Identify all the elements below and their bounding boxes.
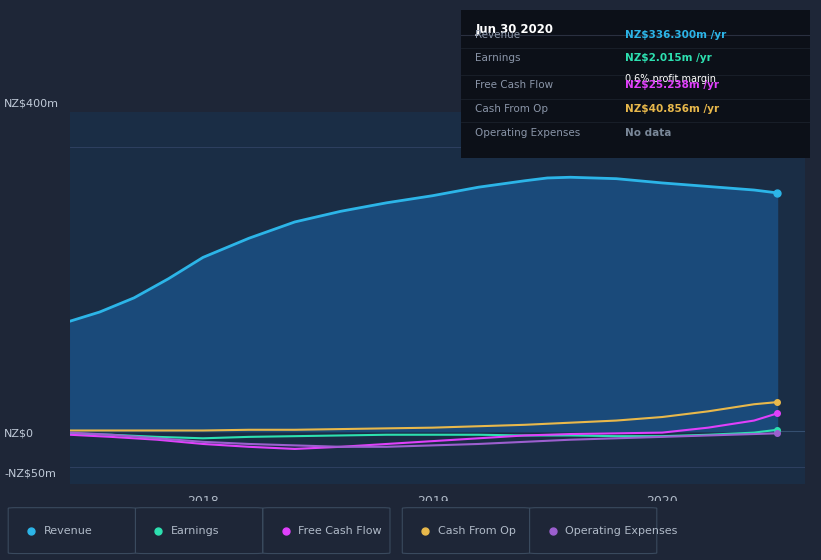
Text: 0.6% profit margin: 0.6% profit margin — [626, 74, 717, 84]
Text: Operating Expenses: Operating Expenses — [475, 128, 580, 138]
Text: NZ$0: NZ$0 — [4, 429, 34, 439]
Text: Jun 30 2020: Jun 30 2020 — [475, 23, 553, 36]
Text: Earnings: Earnings — [171, 526, 219, 535]
Text: NZ$336.300m /yr: NZ$336.300m /yr — [626, 30, 727, 40]
Text: NZ$25.238m /yr: NZ$25.238m /yr — [626, 80, 719, 90]
Text: NZ$400m: NZ$400m — [4, 99, 59, 109]
Text: Free Cash Flow: Free Cash Flow — [475, 80, 553, 90]
Text: Revenue: Revenue — [44, 526, 92, 535]
Text: NZ$40.856m /yr: NZ$40.856m /yr — [626, 104, 719, 114]
Text: Operating Expenses: Operating Expenses — [565, 526, 677, 535]
Text: NZ$2.015m /yr: NZ$2.015m /yr — [626, 54, 712, 63]
Text: Free Cash Flow: Free Cash Flow — [298, 526, 382, 535]
Text: Cash From Op: Cash From Op — [438, 526, 516, 535]
Text: Earnings: Earnings — [475, 54, 521, 63]
Text: Revenue: Revenue — [475, 30, 521, 40]
Text: Cash From Op: Cash From Op — [475, 104, 548, 114]
Text: -NZ$50m: -NZ$50m — [4, 468, 56, 478]
Text: No data: No data — [626, 128, 672, 138]
